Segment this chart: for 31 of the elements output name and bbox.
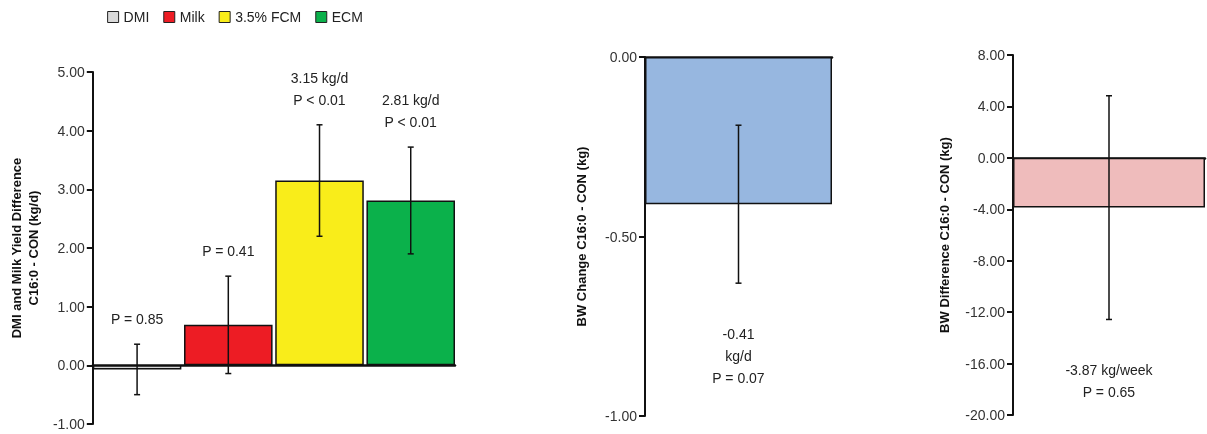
y-tick-label: 0.00 [977, 149, 1006, 166]
legend-label: ECM [331, 9, 363, 25]
y-tick-label: -0.50 [605, 228, 638, 245]
y-tick-label: 3.00 [57, 181, 86, 198]
y-tick-label: 1.00 [57, 298, 86, 315]
annotation: 2.81 kg/d P < 0.01 [381, 92, 440, 131]
legend-label: DMI [123, 9, 150, 25]
annotation: -3.87 kg/week P = 0.65 [1065, 362, 1154, 401]
y-tick-label: -20.00 [965, 407, 1006, 423]
y-tick-label: 2.00 [57, 240, 86, 256]
annotation: P = 0.85 [110, 311, 164, 328]
y-tick-label: -1.00 [605, 408, 638, 424]
annotation: P = 0.41 [202, 243, 255, 260]
y-tick-label: 4.00 [57, 122, 86, 139]
y-tick-label: -4.00 [973, 201, 1006, 218]
y-axis-title: BW Change C16:0 - CON (kg) [574, 146, 589, 327]
y-tick-label: 5.00 [57, 64, 86, 80]
y-tick-label: -16.00 [965, 355, 1006, 372]
legend-label: 3.5% FCM [235, 9, 302, 25]
y-tick-label: 0.00 [609, 49, 638, 65]
y-tick-label: 0.00 [57, 357, 86, 374]
y-tick-label: -8.00 [973, 252, 1006, 269]
y-tick-label: 4.00 [977, 98, 1006, 115]
annotation: 3.15 kg/d P < 0.01 [290, 69, 349, 108]
y-tick-label: 8.00 [977, 47, 1006, 63]
y-tick-label: -12.00 [965, 304, 1006, 321]
legend-label: Milk [179, 9, 206, 25]
y-tick-label: -1.00 [52, 416, 86, 432]
annotation: -0.41 kg/d P = 0.07 [712, 326, 765, 387]
y-axis-title: DMI and Milk Yield Difference C16:0 - CON (kg/d) [9, 157, 41, 339]
y-axis-title: BW Difference C16:0 - CON (kg) [937, 137, 952, 333]
